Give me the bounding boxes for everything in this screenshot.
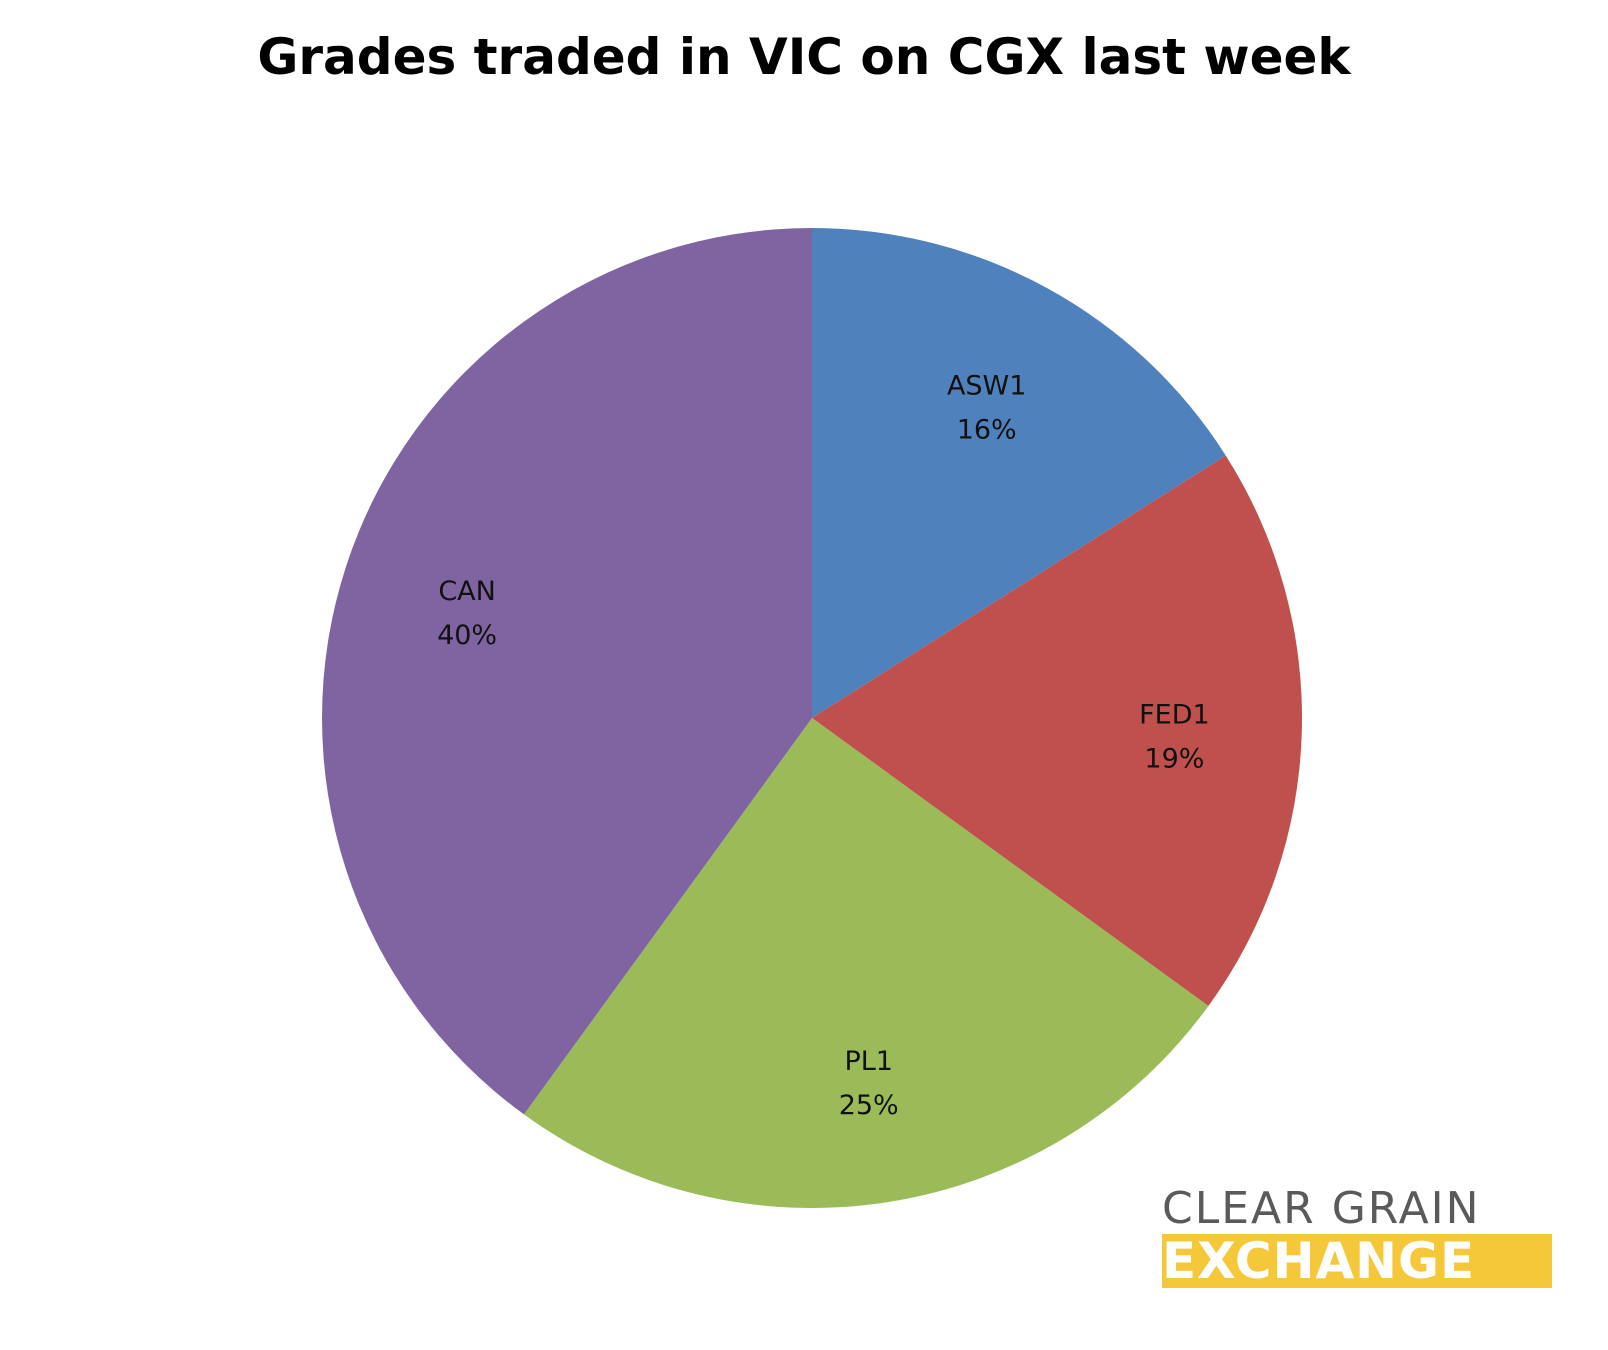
pie-label-name: ASW1 xyxy=(947,370,1026,401)
pie-labels: ASW1 16%FED1 19%PL1 25%CAN 40% xyxy=(437,370,1210,1121)
pie-label-can: CAN 40% xyxy=(437,576,497,651)
chart-title: Grades traded in VIC on CGX last week xyxy=(257,28,1351,86)
pie-label-percent: 19% xyxy=(1144,743,1204,774)
pie-slice-asw1 xyxy=(812,228,1226,718)
pie-label-name: PL1 xyxy=(844,1046,893,1077)
pie-label-name: CAN xyxy=(438,576,496,607)
pie-label-fed1: FED1 19% xyxy=(1139,699,1210,774)
pie-label-percent: 16% xyxy=(957,414,1017,445)
pie-label-pl1: PL1 25% xyxy=(839,1046,899,1121)
pie-label-percent: 40% xyxy=(437,620,497,651)
pie-slice-fed1 xyxy=(812,455,1303,1007)
pie-label-name: FED1 xyxy=(1139,699,1210,730)
pie-slices xyxy=(322,228,1303,1208)
pie-slice-pl1 xyxy=(523,718,1209,1208)
logo-line-2: EXCHANGE xyxy=(1162,1234,1552,1288)
pie-slice-can xyxy=(322,228,812,1115)
pie-label-percent: 25% xyxy=(839,1090,899,1121)
pie-label-asw1: ASW1 16% xyxy=(947,370,1026,445)
logo-line-1: CLEAR GRAIN xyxy=(1162,1183,1481,1234)
clear-grain-exchange-logo: CLEAR GRAIN EXCHANGE xyxy=(1162,1184,1552,1288)
